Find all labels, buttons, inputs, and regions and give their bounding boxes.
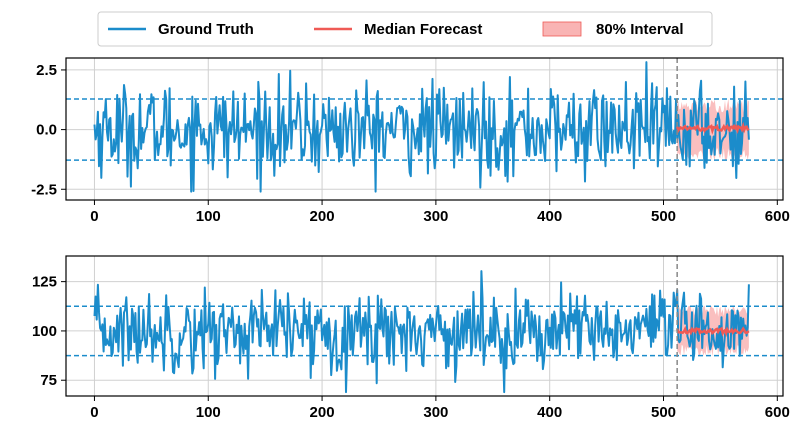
- y-tick-label: 125: [32, 274, 57, 291]
- x-tick-label: 0: [90, 208, 98, 225]
- x-tick-label: 500: [651, 208, 676, 225]
- x-tick-label: 600: [765, 208, 790, 225]
- top-x-tick-labels: 0 100 200 300 400 500 600: [90, 200, 790, 225]
- top-series: [93, 61, 750, 193]
- y-tick-label: 2.5: [36, 62, 57, 79]
- bottom-axes-frame: [65, 255, 784, 397]
- x-tick-label: 600: [765, 404, 790, 421]
- top-axes-frame: [65, 57, 784, 201]
- ground-truth-line: [93, 61, 750, 193]
- y-tick-label: 100: [32, 323, 57, 340]
- bottom-y-tick-labels: 75 100 125: [32, 274, 66, 389]
- chart-bottom-panel: 0 100 200 300 400 500 600 75 100 125: [32, 255, 790, 421]
- bottom-series: [93, 270, 750, 394]
- chart-top-panel: 0 100 200 300 400 500 600 -2.5 0.0 2.5: [31, 57, 790, 225]
- x-tick-label: 100: [196, 404, 221, 421]
- legend-frame: [97, 11, 713, 47]
- legend: Ground Truth Median Forecast 80% Interva…: [97, 11, 713, 47]
- legend-interval-label: 80% Interval: [596, 21, 684, 38]
- legend-median-forecast-label: Median Forecast: [364, 21, 482, 38]
- x-tick-label: 100: [196, 208, 221, 225]
- x-tick-label: 400: [537, 208, 562, 225]
- x-tick-label: 500: [651, 404, 676, 421]
- x-tick-label: 200: [310, 404, 335, 421]
- legend-ground-truth-label: Ground Truth: [158, 21, 254, 38]
- x-tick-label: 300: [423, 208, 448, 225]
- x-tick-label: 300: [423, 404, 448, 421]
- legend-interval-swatch: [542, 21, 582, 37]
- median-forecast-line: [675, 121, 750, 135]
- axes-frame: [65, 255, 784, 397]
- x-tick-label: 200: [310, 208, 335, 225]
- y-tick-label: 75: [40, 372, 57, 389]
- y-tick-label: 0.0: [36, 122, 57, 139]
- bottom-x-tick-labels: 0 100 200 300 400 500 600: [90, 396, 790, 421]
- axes-frame: [65, 57, 784, 201]
- x-tick-label: 0: [90, 404, 98, 421]
- x-tick-label: 400: [537, 404, 562, 421]
- y-tick-label: -2.5: [31, 181, 57, 198]
- median-forecast-line: [676, 325, 750, 338]
- top-y-tick-labels: -2.5 0.0 2.5: [31, 62, 66, 198]
- ground-truth-line: [93, 270, 750, 394]
